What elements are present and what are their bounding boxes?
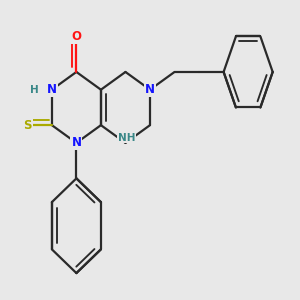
Text: H: H [30,85,39,95]
Text: N: N [47,83,57,96]
Text: N: N [71,136,81,149]
Text: N: N [145,83,155,96]
Text: NH: NH [118,133,135,142]
Text: S: S [23,119,32,132]
Text: O: O [71,30,81,43]
